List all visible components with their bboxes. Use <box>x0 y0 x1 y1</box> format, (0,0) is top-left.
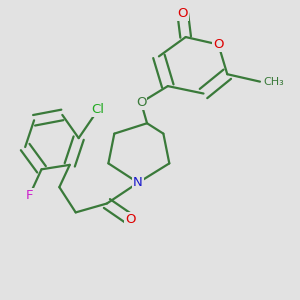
Text: O: O <box>213 38 224 51</box>
Text: O: O <box>125 213 136 226</box>
Text: O: O <box>136 96 146 109</box>
Text: O: O <box>177 7 188 20</box>
Text: F: F <box>26 189 33 202</box>
Text: N: N <box>133 176 143 189</box>
Text: Cl: Cl <box>92 103 104 116</box>
Text: CH₃: CH₃ <box>263 76 284 87</box>
